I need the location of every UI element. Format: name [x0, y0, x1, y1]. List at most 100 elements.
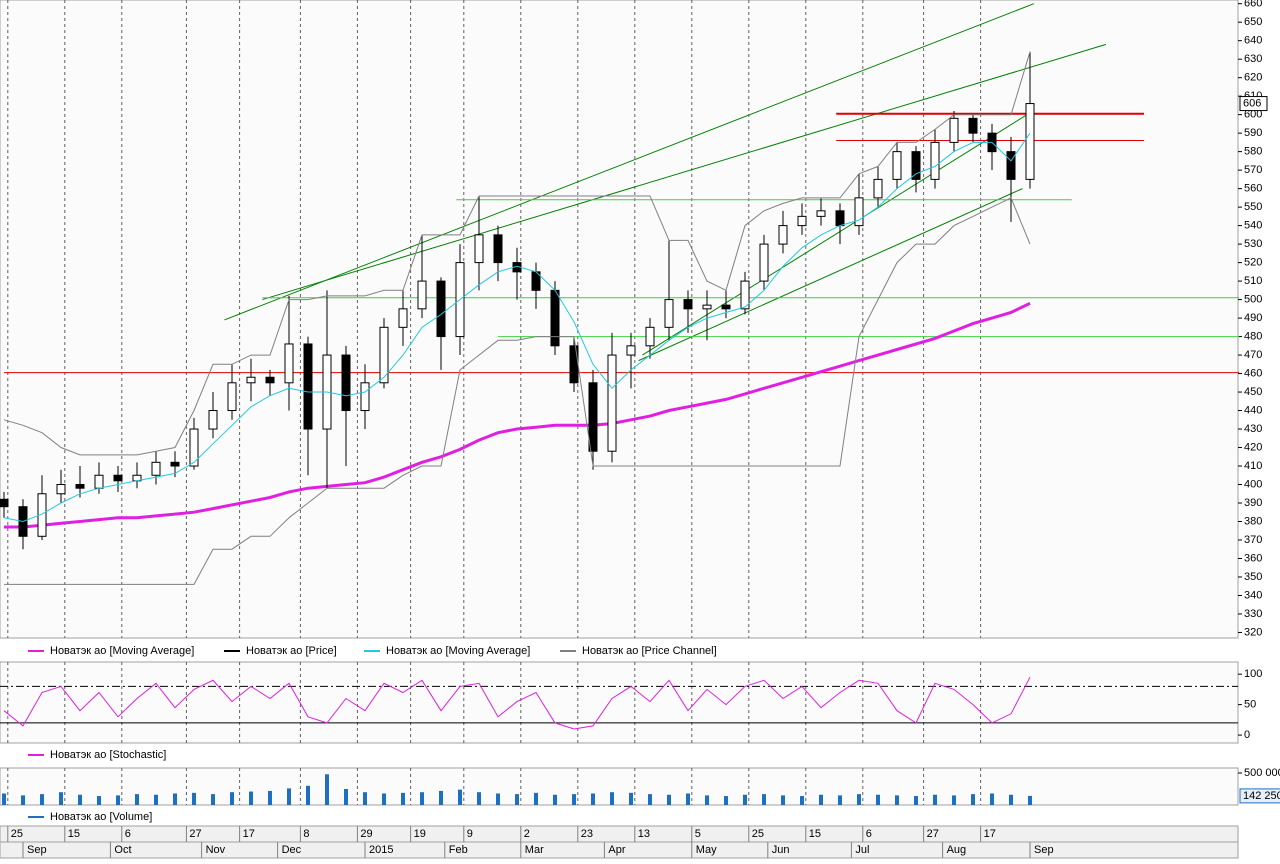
y-tick-label: 520: [1244, 257, 1262, 269]
volume-bar: [534, 792, 538, 805]
x-tick-label: 5: [695, 828, 701, 840]
candle-body: [493, 234, 503, 264]
y-tick-label: 500: [1244, 293, 1262, 305]
volume-bar: [857, 794, 861, 805]
candle-body: [873, 178, 883, 199]
y-tick-label: 360: [1244, 552, 1262, 564]
volume-bar: [135, 794, 139, 805]
last-volume-box: [1239, 788, 1280, 804]
candle-body: [816, 210, 826, 217]
channel-lower: [4, 197, 1031, 585]
volume-bar: [781, 795, 785, 805]
candle-body: [398, 308, 408, 328]
volume-bar: [648, 794, 652, 805]
y-tick-label: 550: [1244, 201, 1262, 213]
candle-body: [740, 280, 750, 310]
month-label: Oct: [114, 844, 131, 856]
candle-body: [854, 197, 864, 227]
candle-body: [113, 474, 123, 482]
volume-bar: [496, 793, 500, 805]
x-tick-label: 27: [189, 828, 201, 840]
candle-body: [37, 493, 47, 537]
candle-body: [360, 382, 370, 412]
candle-body: [835, 210, 845, 227]
volume-bar: [876, 794, 880, 805]
y-tick-label: 490: [1244, 312, 1262, 324]
y-tick-label: 390: [1244, 497, 1262, 509]
candle-body: [75, 484, 85, 489]
volume-bar: [572, 794, 576, 805]
month-label: 2015: [369, 844, 393, 856]
volume-bar: [287, 788, 291, 805]
candle-body: [341, 354, 351, 412]
y-tick-label: 510: [1244, 275, 1262, 287]
month-label: Aug: [947, 844, 967, 856]
x-tick-label: 15: [809, 828, 821, 840]
y-tick-label: 370: [1244, 534, 1262, 546]
candle-body: [911, 151, 921, 180]
legend-label: Новатэк ао [Stochastic]: [50, 749, 166, 761]
candle-body: [94, 474, 104, 489]
x-tick-label: 23: [581, 828, 593, 840]
candle-body: [797, 215, 807, 227]
trend-line: [262, 43, 1107, 301]
volume-bar: [306, 785, 310, 805]
volume-bar: [154, 794, 158, 805]
candle-body: [1006, 151, 1016, 180]
y-tick-label: 400: [1244, 478, 1262, 490]
moving-average: [3, 132, 1031, 523]
candle-body: [702, 304, 712, 310]
last-price: 606: [1243, 97, 1261, 109]
candle-body: [189, 428, 199, 467]
y-tick-label: 330: [1244, 608, 1262, 620]
x-tick-label: 17: [243, 828, 255, 840]
candle-body: [550, 289, 560, 347]
y-tick-label: 450: [1244, 386, 1262, 398]
volume-bar: [990, 793, 994, 805]
volume-bar: [344, 788, 348, 805]
y-tick-label: 420: [1244, 441, 1262, 453]
legend-label: Новатэк ао [Moving Average]: [50, 645, 194, 657]
volume-bar: [1028, 795, 1032, 805]
volume-bar: [553, 794, 557, 805]
y-tick-label: 540: [1244, 220, 1262, 232]
volume-bar: [952, 795, 956, 805]
volume-bar: [705, 795, 709, 805]
y-tick-label: 100: [1244, 668, 1262, 680]
x-tick-label: 6: [125, 828, 131, 840]
y-tick-label: 380: [1244, 515, 1262, 527]
volume-bar: [800, 796, 804, 805]
y-tick-label: 620: [1244, 72, 1262, 84]
volume-bar: [249, 791, 253, 805]
x-tick-label: 15: [68, 828, 80, 840]
candle-body: [303, 343, 313, 430]
x-tick-label: 17: [984, 828, 996, 840]
month-label: May: [696, 844, 717, 856]
volume-bar: [1009, 794, 1013, 805]
month-label: Apr: [608, 844, 625, 856]
y-tick-label: 320: [1244, 626, 1262, 638]
x-tick-label: 29: [360, 828, 372, 840]
y-tick-label: 340: [1244, 589, 1262, 601]
y-tick-label: 630: [1244, 53, 1262, 65]
candle-body: [664, 299, 674, 328]
month-label: Sep: [27, 844, 47, 856]
candle-body: [265, 376, 275, 384]
candle-body: [227, 382, 237, 412]
volume-bar: [78, 794, 82, 805]
month-label: Jul: [855, 844, 869, 856]
candle-body: [56, 484, 66, 495]
month-label: Jun: [772, 844, 790, 856]
y-tick-label: 460: [1244, 367, 1262, 379]
volume-bar: [762, 794, 766, 805]
y-tick-label: 0: [1244, 729, 1250, 741]
y-tick-label: 440: [1244, 404, 1262, 416]
candle-body: [759, 243, 769, 282]
x-tick-label: 8: [303, 828, 309, 840]
last-price-box: [1239, 96, 1268, 112]
x-tick-label: 13: [638, 828, 650, 840]
candle-body: [569, 345, 579, 384]
volume-bar: [667, 794, 671, 805]
y-tick-label: 480: [1244, 330, 1262, 342]
